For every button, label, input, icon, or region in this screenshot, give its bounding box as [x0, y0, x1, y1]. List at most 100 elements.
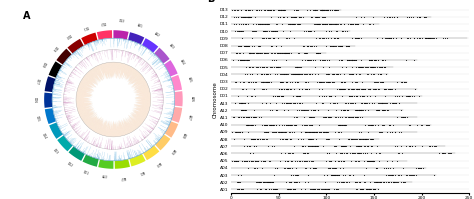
Point — [340, 87, 347, 90]
Point — [305, 58, 312, 61]
Point — [276, 138, 283, 141]
Polygon shape — [116, 123, 118, 137]
Point — [392, 130, 399, 134]
Polygon shape — [140, 102, 151, 103]
Point — [339, 181, 347, 184]
Polygon shape — [76, 99, 91, 100]
Point — [366, 188, 374, 191]
Point — [369, 15, 377, 18]
Point — [380, 123, 387, 126]
Point — [284, 166, 292, 169]
Point — [267, 80, 274, 83]
Point — [268, 145, 276, 148]
Point — [386, 101, 393, 105]
Point — [323, 188, 330, 191]
Point — [304, 30, 312, 33]
Point — [334, 8, 341, 11]
Polygon shape — [83, 112, 96, 122]
Point — [341, 101, 349, 105]
Point — [312, 15, 319, 18]
Polygon shape — [102, 120, 107, 135]
Point — [270, 174, 277, 177]
Point — [259, 30, 267, 33]
Polygon shape — [135, 102, 151, 105]
Point — [331, 37, 339, 40]
Point — [266, 101, 273, 105]
Point — [422, 37, 430, 40]
Polygon shape — [135, 96, 151, 98]
Point — [251, 138, 259, 141]
Polygon shape — [99, 65, 105, 79]
Point — [300, 152, 308, 155]
Point — [347, 73, 355, 76]
Point — [337, 87, 344, 90]
Point — [353, 22, 360, 25]
Point — [345, 138, 352, 141]
Point — [282, 37, 290, 40]
Point — [323, 130, 330, 134]
Point — [250, 65, 257, 69]
Point — [288, 22, 296, 25]
Point — [381, 109, 388, 112]
Polygon shape — [91, 118, 100, 130]
Point — [267, 51, 275, 54]
Point — [244, 116, 252, 119]
Point — [279, 80, 286, 83]
Point — [377, 101, 384, 105]
Point — [366, 87, 374, 90]
Point — [310, 145, 318, 148]
Point — [340, 159, 347, 162]
Point — [328, 8, 336, 11]
Point — [283, 123, 291, 126]
Polygon shape — [76, 94, 91, 96]
Polygon shape — [125, 120, 132, 132]
Point — [293, 65, 301, 69]
Polygon shape — [100, 121, 105, 135]
Polygon shape — [125, 66, 131, 78]
Polygon shape — [136, 100, 151, 101]
Point — [248, 65, 256, 69]
Point — [337, 123, 345, 126]
Point — [336, 174, 343, 177]
Polygon shape — [77, 92, 91, 95]
Polygon shape — [171, 107, 182, 123]
Point — [291, 188, 298, 191]
Point — [267, 44, 275, 47]
Point — [276, 15, 284, 18]
Point — [387, 130, 394, 134]
Point — [378, 109, 386, 112]
Point — [321, 188, 329, 191]
Point — [264, 37, 272, 40]
Point — [242, 8, 250, 11]
Polygon shape — [118, 124, 121, 136]
Point — [360, 101, 368, 105]
Point — [267, 8, 274, 11]
Polygon shape — [127, 70, 137, 81]
Point — [374, 181, 382, 184]
Point — [335, 44, 343, 47]
Polygon shape — [135, 92, 150, 95]
Point — [296, 65, 303, 69]
Point — [314, 188, 322, 191]
Point — [380, 101, 388, 105]
Point — [336, 181, 343, 184]
Point — [266, 181, 273, 184]
Polygon shape — [101, 64, 107, 79]
Polygon shape — [78, 88, 92, 93]
Point — [369, 159, 377, 162]
Point — [408, 174, 415, 177]
Point — [338, 80, 346, 83]
Point — [361, 87, 369, 90]
Point — [322, 138, 329, 141]
Point — [326, 8, 333, 11]
Polygon shape — [93, 68, 101, 81]
Point — [261, 51, 268, 54]
Point — [356, 145, 363, 148]
Text: D12: D12 — [100, 20, 106, 24]
Point — [309, 109, 317, 112]
Point — [244, 15, 252, 18]
Point — [351, 138, 359, 141]
Point — [338, 44, 346, 47]
Point — [281, 51, 289, 54]
Point — [371, 65, 379, 69]
